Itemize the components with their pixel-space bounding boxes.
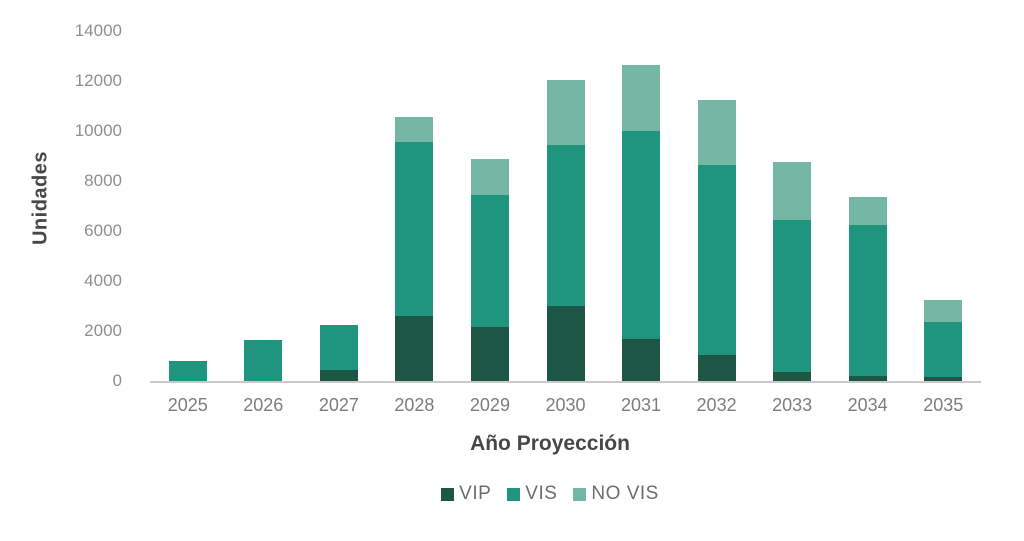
x-tick-label-2025: 2025 (167, 395, 208, 415)
legend-item-vis: VIS (507, 483, 557, 505)
x-axis-labels: 2025 2026 2027 2028 2029 2030 2031 2032 2033 2034… (150, 395, 981, 417)
x-tick-label-2032: 2032 (696, 395, 737, 415)
y-axis-ticks: 0 2000 4000 6000 8000 10000 12000 14000 (50, 21, 122, 390)
bar-2034-vis-segment (848, 224, 887, 376)
legend-label: NO VIS (591, 483, 659, 504)
legend: VIP VIS NO VIS (90, 483, 1010, 505)
bar-2030-vip-segment (546, 306, 585, 381)
bar-2028-vis-segment (395, 142, 434, 316)
bar-2026 (244, 31, 283, 381)
x-tick-label-2029: 2029 (469, 395, 510, 415)
bar-2035-vip-segment (924, 377, 963, 381)
bar-2035 (924, 31, 963, 381)
bar-2027 (319, 31, 358, 381)
bar-2029-vip-segment (470, 327, 509, 381)
bar-2028-vip-segment (395, 316, 434, 381)
y-tick-label-2000: 2000 (84, 321, 122, 340)
x-tick-label-2035: 2035 (923, 395, 964, 415)
bar-2029-vis-segment (470, 194, 509, 328)
bar-2033 (773, 31, 812, 381)
legend-item-no-vis: NO VIS (573, 483, 658, 505)
y-tick-label-10000: 10000 (74, 121, 122, 140)
x-tick-label-2026: 2026 (243, 395, 284, 415)
legend-label: VIP (459, 483, 492, 504)
legend-item-vip: VIP (441, 483, 491, 505)
x-axis-title: Año Proyección (470, 432, 630, 455)
x-tick-label-2034: 2034 (847, 395, 888, 415)
x-tick-label-2027: 2027 (318, 395, 359, 415)
bar-2030-vis-segment (546, 144, 585, 306)
bar-2034-vip-segment (848, 376, 887, 381)
bar-2032-vis-segment (697, 164, 736, 355)
bar-2035-no-vis-segment (924, 299, 963, 323)
bar-2032-vip-segment (697, 354, 736, 381)
legend-swatch-icon (573, 487, 587, 501)
bar-2025 (168, 31, 207, 381)
x-tick-label-2033: 2033 (772, 395, 813, 415)
legend-swatch-icon (441, 487, 455, 501)
bar-2034-no-vis-segment (848, 197, 887, 225)
bar-2031-no-vis-segment (622, 64, 661, 131)
y-tick-label-4000: 4000 (84, 271, 122, 290)
y-tick-label-8000: 8000 (84, 171, 122, 190)
bar-2032 (697, 31, 736, 381)
bar-2029-no-vis-segment (470, 158, 509, 195)
bar-2032-no-vis-segment (697, 99, 736, 165)
x-tick-label-2031: 2031 (621, 395, 662, 415)
bar-2033-no-vis-segment (773, 162, 812, 220)
y-tick-label-6000: 6000 (84, 221, 122, 240)
bar-2030 (546, 31, 585, 381)
bar-2033-vis-segment (773, 219, 812, 373)
x-tick-label-2028: 2028 (394, 395, 435, 415)
bar-2026-vis-segment (244, 339, 283, 381)
bar-2030-no-vis-segment (546, 79, 585, 145)
x-tick-label-2030: 2030 (545, 395, 586, 415)
y-tick-label-12000: 12000 (74, 71, 122, 90)
bar-2031-vip-segment (622, 338, 661, 381)
bar-2028-no-vis-segment (395, 117, 434, 143)
bar-2029 (470, 31, 509, 381)
y-tick-label-0: 0 (112, 371, 122, 390)
bar-2034 (848, 31, 887, 381)
legend-swatch-icon (507, 487, 521, 501)
bar-2027-vip-segment (319, 369, 358, 381)
plot-area (150, 31, 981, 383)
legend-label: VIS (525, 483, 558, 504)
bar-2033-vip-segment (773, 372, 812, 381)
bar-2027-vis-segment (319, 324, 358, 370)
bar-2035-vis-segment (924, 322, 963, 378)
bar-2031-vis-segment (622, 131, 661, 339)
bar-2025-vis-segment (168, 361, 207, 381)
y-tick-label-14000: 14000 (74, 21, 122, 40)
bar-2031 (622, 31, 661, 381)
bar-2028 (395, 31, 434, 381)
